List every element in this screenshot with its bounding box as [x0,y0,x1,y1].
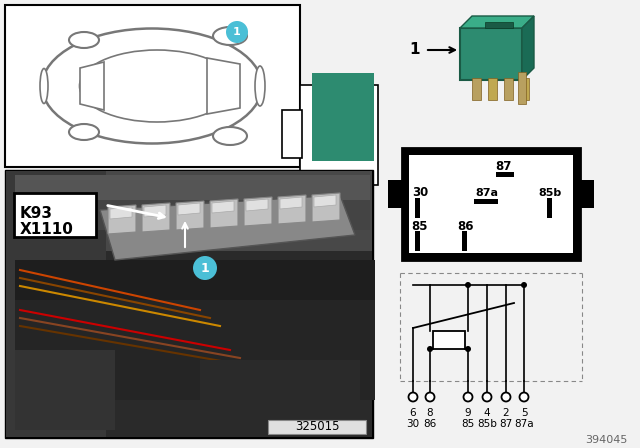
Polygon shape [176,201,204,230]
Text: K93: K93 [20,206,53,221]
Bar [388,180,402,208]
Polygon shape [460,16,534,28]
Circle shape [427,346,433,352]
Polygon shape [210,199,238,228]
Bar [433,331,465,349]
Ellipse shape [79,50,234,122]
Bar [485,22,513,28]
Text: 30: 30 [406,419,420,429]
Bar [15,175,370,230]
Polygon shape [142,203,170,232]
Text: 1: 1 [410,43,420,57]
Polygon shape [178,203,200,215]
Polygon shape [312,193,340,222]
Bar [504,78,513,100]
Ellipse shape [213,127,247,145]
Bar [488,78,497,100]
Ellipse shape [69,32,99,48]
Text: 85b: 85b [477,419,497,429]
Polygon shape [246,199,268,211]
Ellipse shape [69,124,99,140]
Text: 1: 1 [200,262,209,275]
Circle shape [521,282,527,288]
Bar [520,78,529,100]
Text: 1: 1 [233,27,241,37]
Bar [518,72,526,104]
Text: 2: 2 [502,408,509,418]
Polygon shape [110,207,132,219]
Bar [5,5,300,167]
Bar [15,200,370,230]
Text: 30: 30 [412,186,428,199]
Circle shape [465,346,471,352]
Circle shape [502,392,511,401]
Bar [268,420,366,434]
Circle shape [193,256,217,280]
Bar [15,260,375,320]
Bar [312,73,374,161]
Circle shape [520,392,529,401]
Polygon shape [212,201,234,213]
Ellipse shape [40,69,48,103]
Circle shape [463,392,472,401]
Text: 325015: 325015 [295,421,339,434]
Circle shape [465,282,471,288]
Bar [402,148,580,260]
Polygon shape [280,197,302,209]
Polygon shape [100,195,355,260]
Ellipse shape [255,66,265,106]
Text: 394045: 394045 [586,435,628,445]
Polygon shape [144,205,166,217]
Bar [547,198,552,218]
Bar [14,193,96,237]
Text: X1110: X1110 [20,222,74,237]
Bar [462,231,467,251]
Text: 8: 8 [427,408,433,418]
Bar [580,180,594,208]
Text: 87: 87 [495,159,511,172]
Polygon shape [278,195,306,224]
Text: 87: 87 [499,419,513,429]
Polygon shape [108,205,136,234]
Text: 6: 6 [410,408,416,418]
Bar [15,300,375,400]
Bar [415,231,420,251]
Text: 87a: 87a [514,419,534,429]
Bar [300,85,378,185]
Polygon shape [522,16,534,80]
Bar [474,199,498,204]
Bar [6,171,372,437]
Bar [6,171,372,251]
Circle shape [226,21,248,43]
Bar [200,360,360,430]
Polygon shape [80,62,104,110]
Bar [5,170,373,438]
Bar [460,28,522,80]
Polygon shape [314,195,336,207]
Text: 85b: 85b [538,188,562,198]
Text: 5: 5 [521,408,527,418]
Text: 86: 86 [424,419,436,429]
Polygon shape [244,197,272,226]
Bar [496,172,514,177]
Bar [6,171,106,437]
Bar [282,110,302,158]
Circle shape [408,392,417,401]
Bar [15,350,115,430]
Bar [409,155,573,253]
Ellipse shape [213,27,247,45]
Circle shape [483,392,492,401]
Ellipse shape [42,29,262,143]
Text: 85: 85 [461,419,475,429]
Text: 9: 9 [465,408,471,418]
Bar [415,198,420,218]
Circle shape [426,392,435,401]
Bar [472,78,481,100]
Polygon shape [207,58,240,114]
Text: 4: 4 [484,408,490,418]
Text: 87a: 87a [476,188,499,198]
Text: 86: 86 [457,220,473,233]
Text: 85: 85 [412,220,428,233]
